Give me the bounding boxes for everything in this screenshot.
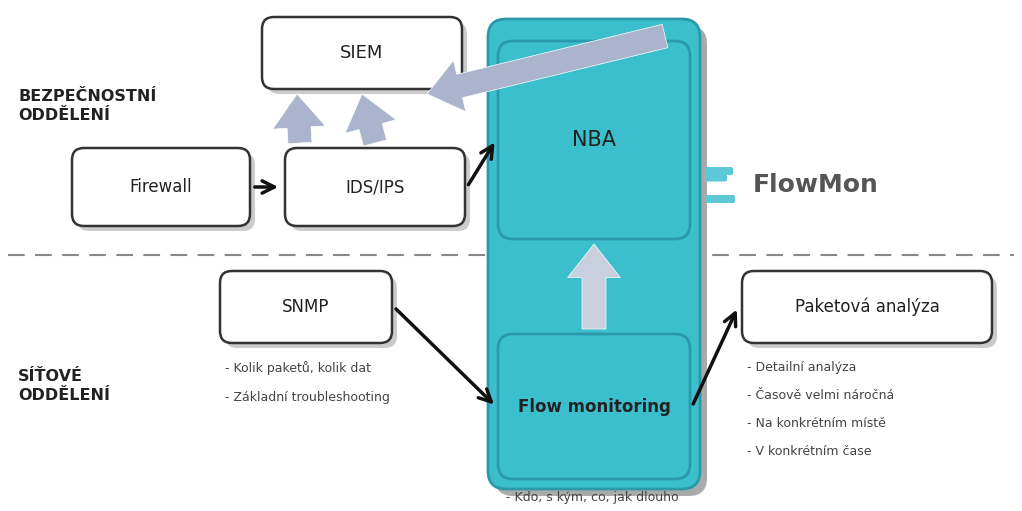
Text: SIEM: SIEM bbox=[340, 44, 383, 62]
FancyBboxPatch shape bbox=[267, 22, 467, 94]
Text: Flow monitoring: Flow monitoring bbox=[517, 398, 670, 415]
FancyBboxPatch shape bbox=[705, 195, 735, 203]
Polygon shape bbox=[427, 25, 667, 112]
FancyBboxPatch shape bbox=[285, 148, 465, 226]
Text: - Základní troubleshooting: - Základní troubleshooting bbox=[225, 391, 389, 404]
FancyBboxPatch shape bbox=[747, 276, 997, 348]
Text: - V konkrétním čase: - V konkrétním čase bbox=[747, 445, 872, 458]
FancyBboxPatch shape bbox=[220, 271, 392, 343]
FancyBboxPatch shape bbox=[72, 148, 250, 226]
FancyBboxPatch shape bbox=[262, 17, 462, 89]
Text: FlowMon: FlowMon bbox=[753, 173, 879, 197]
FancyBboxPatch shape bbox=[487, 19, 700, 489]
Text: Paketová analýza: Paketová analýza bbox=[794, 298, 939, 316]
FancyBboxPatch shape bbox=[705, 167, 733, 175]
Text: - Na konkrétním místě: - Na konkrétním místě bbox=[747, 417, 886, 430]
FancyBboxPatch shape bbox=[742, 271, 992, 343]
FancyBboxPatch shape bbox=[705, 174, 727, 181]
FancyBboxPatch shape bbox=[225, 276, 397, 348]
Text: - Časově velmi náročná: - Časově velmi náročná bbox=[747, 389, 894, 402]
Text: - Kdo, s kým, co, jak dlouho: - Kdo, s kým, co, jak dlouho bbox=[506, 491, 679, 504]
Polygon shape bbox=[567, 244, 620, 329]
FancyBboxPatch shape bbox=[498, 334, 690, 479]
FancyBboxPatch shape bbox=[498, 41, 690, 239]
Text: NBA: NBA bbox=[572, 130, 616, 150]
Polygon shape bbox=[273, 94, 325, 144]
Text: Firewall: Firewall bbox=[130, 178, 192, 196]
Text: SÍŤOVÉ
ODDĚLENÍ: SÍŤOVÉ ODDĚLENÍ bbox=[18, 369, 110, 403]
Text: IDS/IPS: IDS/IPS bbox=[345, 178, 405, 196]
Text: BEZPEČNOSTNÍ
ODDĚLENÍ: BEZPEČNOSTNÍ ODDĚLENÍ bbox=[18, 89, 156, 123]
Text: - Kolik paketů, kolik dat: - Kolik paketů, kolik dat bbox=[225, 361, 371, 375]
Polygon shape bbox=[345, 94, 397, 146]
Text: SNMP: SNMP bbox=[282, 298, 330, 316]
FancyBboxPatch shape bbox=[77, 153, 256, 231]
FancyBboxPatch shape bbox=[495, 26, 707, 496]
Text: - Detailní analýza: - Detailní analýza bbox=[747, 361, 856, 374]
FancyBboxPatch shape bbox=[290, 153, 470, 231]
